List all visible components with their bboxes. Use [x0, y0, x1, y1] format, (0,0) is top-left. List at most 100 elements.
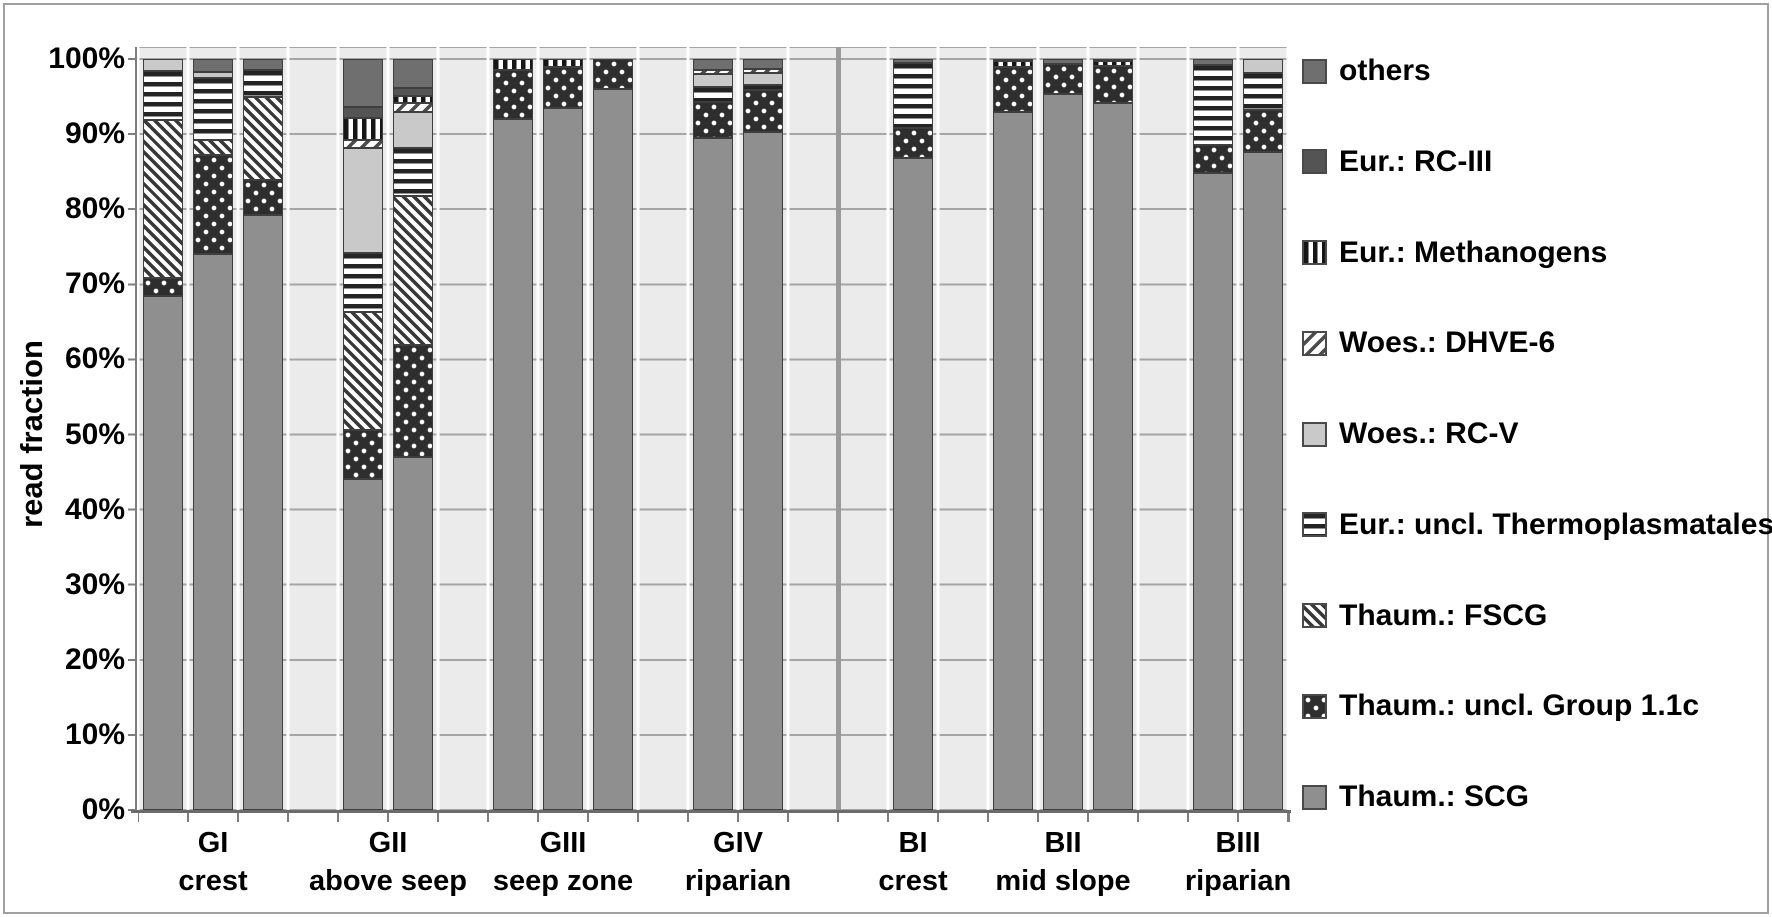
group-label-BIII: BIII riparian [1113, 824, 1363, 900]
group-label-line2: above seep [309, 865, 467, 897]
bar-segment-rcv [143, 59, 183, 72]
y-tick-label: 10% [64, 717, 125, 751]
bar-segment-others [243, 59, 283, 71]
group-label-GI: GI crest [63, 824, 363, 900]
bar-segment-thermo [243, 70, 283, 98]
group-label-BII: BII mid slope [913, 824, 1213, 900]
stacked-bar-GIII-1 [493, 47, 533, 810]
bar-segment-thermo [693, 86, 733, 102]
bar-segment-g11c [343, 430, 383, 479]
bar-segment-others [1193, 59, 1233, 66]
group-label-GII: GII above seep [263, 824, 513, 900]
stacked-bar-GI-1 [143, 47, 183, 810]
y-tick-label: 20% [64, 642, 125, 676]
bar-segment-fscg [143, 119, 183, 278]
bar-segment-rcv [193, 71, 233, 78]
group-label-line1: BI [898, 827, 928, 859]
stacked-bar-GI-3 [243, 47, 283, 810]
bar-segment-thermo [893, 62, 933, 129]
stacked-bar-GI-2 [193, 47, 233, 810]
group-label-line2: crest [178, 865, 248, 897]
y-tick-label: 80% [64, 192, 125, 226]
bar-segment-rcv [693, 74, 733, 87]
bar-segment-thermo [393, 147, 433, 196]
stacked-bar-GIV-1 [693, 47, 733, 810]
site-group-divider [836, 47, 841, 810]
bar-segment-scg [1093, 102, 1133, 810]
x-axis-line [131, 810, 1291, 813]
stacked-bar-GIV-2 [743, 47, 783, 810]
bar-segment-g11c [593, 59, 633, 90]
y-tick-label: 100% [48, 42, 125, 75]
bar-segment-rciii [343, 107, 383, 119]
stacked-bar-BIII-2 [1243, 47, 1283, 810]
bar-segment-scg [1193, 173, 1233, 810]
bar-segment-methano [393, 95, 433, 103]
bar-segment-g11c [1193, 145, 1233, 174]
bar-segment-others [893, 59, 933, 63]
group-label-GIII: GIII seep zone [413, 824, 713, 900]
legend-label: Thaum.: FSCG [1339, 598, 1548, 632]
legend-item-scg: Thaum.: SCG [1302, 780, 1768, 814]
bar-segment-scg [693, 137, 733, 810]
stacked-bar-BII-3 [1093, 47, 1133, 810]
bars-layer [138, 47, 1288, 810]
dhve6-swatch-icon [1302, 330, 1327, 356]
bar-segment-others [1093, 59, 1133, 62]
rcv-swatch-icon [1302, 421, 1327, 447]
legend-item-others: others [1302, 54, 1768, 88]
bar-segment-methano [993, 61, 1033, 67]
stacked-bar-GII-1 [343, 47, 383, 810]
bar-segment-g11c [1243, 110, 1283, 153]
scg-swatch-icon [1302, 784, 1327, 810]
legend: others Eur.: RC-III Eur.: Methanogens Woes.… [1302, 54, 1772, 814]
x-axis-ticks [138, 813, 1290, 822]
y-axis-title: read fraction [14, 340, 49, 528]
bar-segment-methano [493, 59, 533, 71]
bar-segment-others [393, 59, 433, 89]
bar-segment-others [743, 59, 783, 69]
bar-segment-scg [143, 295, 183, 810]
bar-segment-others [1043, 59, 1083, 64]
stacked-bar-BII-2 [1043, 47, 1083, 810]
bar-segment-scg [393, 457, 433, 810]
bar-segment-thermo [343, 252, 383, 313]
legend-label: Eur.: uncl. Thermoplasmatales [1339, 507, 1772, 541]
bar-segment-scg [193, 253, 233, 810]
bar-segment-thermo [1243, 72, 1283, 111]
bar-segment-rcv [393, 112, 433, 148]
fscg-swatch-icon [1302, 603, 1327, 628]
bar-segment-fscg [193, 140, 233, 156]
thermo-swatch-icon [1302, 512, 1327, 538]
bar-segment-g11c [693, 101, 733, 138]
bar-segment-others [993, 59, 1033, 62]
legend-label: Woes.: DHVE-6 [1339, 326, 1556, 360]
bar-segment-rcv [743, 73, 783, 85]
group-label-line1: BII [1044, 827, 1082, 859]
others-swatch-icon [1302, 58, 1327, 84]
stacked-bar-BII-1 [993, 47, 1033, 810]
bar-segment-scg [543, 107, 583, 810]
bar-segment-scg [993, 112, 1033, 810]
y-tick-label: 40% [64, 492, 125, 526]
bar-segment-dhve6 [743, 68, 783, 74]
stacked-bar-GIII-3 [593, 47, 633, 810]
bar-segment-scg [593, 89, 633, 810]
methano-swatch-icon [1302, 240, 1327, 265]
stacked-bar-BI-1 [893, 47, 933, 810]
y-tick-label: 0% [81, 793, 125, 826]
bar-segment-others [693, 59, 733, 70]
y-axis-line [135, 47, 137, 813]
group-label-line1: GIII [539, 827, 587, 859]
legend-item-dhve6: Woes.: DHVE-6 [1302, 326, 1768, 360]
bar-segment-g11c [143, 277, 183, 296]
bar-segment-rcv [1243, 59, 1283, 73]
bar-segment-g11c [393, 345, 433, 458]
y-tick-label: 90% [64, 117, 125, 151]
legend-label: Thaum.: SCG [1339, 780, 1530, 813]
bar-segment-g11c [743, 89, 783, 132]
group-label-line2: mid slope [995, 865, 1131, 897]
legend-item-rcv: Woes.: RC-V [1302, 417, 1768, 451]
bar-segment-g11c [993, 66, 1033, 113]
bar-segment-scg [343, 478, 383, 810]
